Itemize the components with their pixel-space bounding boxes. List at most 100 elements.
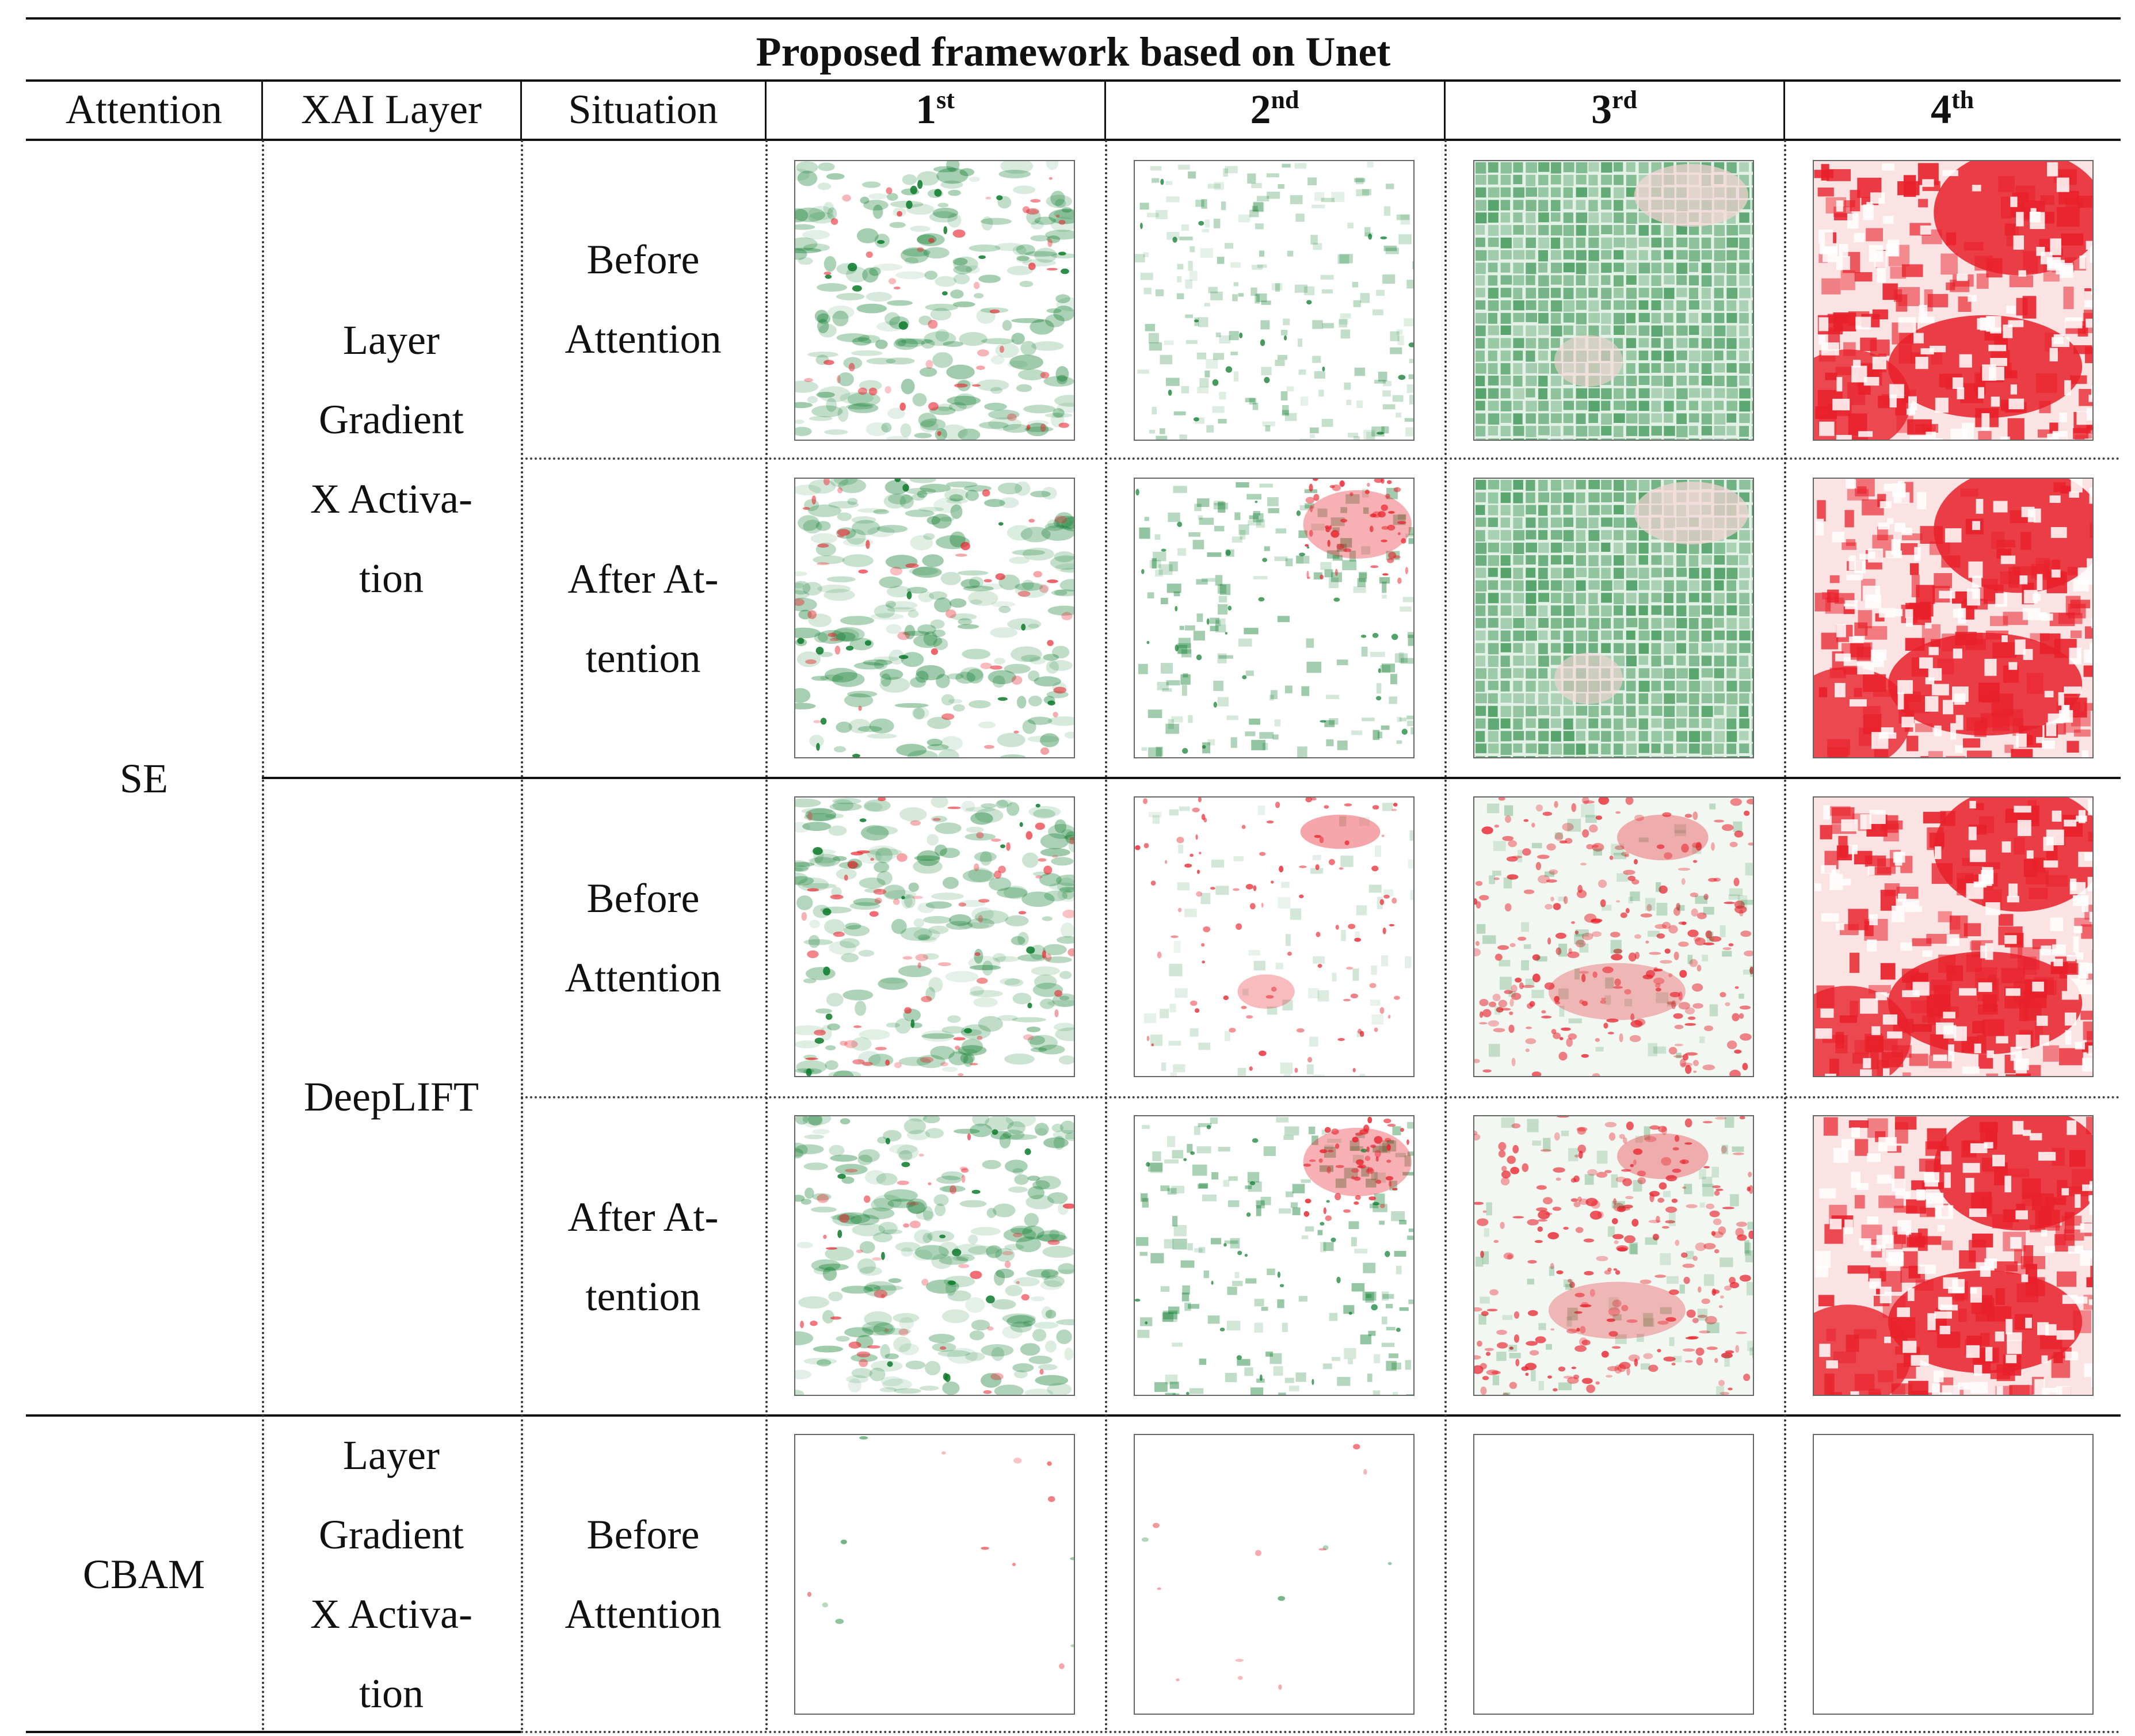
attribution-block xyxy=(1312,1074,1325,1076)
attribution-block xyxy=(1676,718,1687,728)
attribution-speck xyxy=(1628,952,1637,962)
building-footprint xyxy=(2050,917,2063,931)
attribution-block xyxy=(1601,492,1612,502)
attribution-block xyxy=(1722,951,1732,957)
attribution-block xyxy=(1714,580,1724,591)
attribution-speck xyxy=(1600,999,1606,1004)
attribution-speck xyxy=(1474,1355,1481,1360)
attribution-speck xyxy=(816,391,835,398)
attribution-block xyxy=(1538,681,1550,692)
attribution-block xyxy=(1538,693,1549,705)
attribution-block xyxy=(1475,187,1486,198)
building-footprint xyxy=(2088,799,2092,815)
attribution-block xyxy=(1576,212,1588,223)
attribution-speck xyxy=(1065,521,1074,529)
building-footprint xyxy=(1846,570,1863,581)
attribution-block xyxy=(1979,1122,1999,1132)
attribution-speck xyxy=(1674,1043,1683,1047)
building-footprint xyxy=(1818,229,1833,244)
attribution-speck xyxy=(925,303,958,311)
attribution-block xyxy=(1213,681,1223,691)
attribution-block xyxy=(1563,174,1574,186)
attribution-block xyxy=(1739,593,1749,605)
attribution-speck xyxy=(1607,1366,1619,1371)
attribution-block xyxy=(1664,756,1673,757)
attribution-speck xyxy=(1748,1230,1753,1239)
attribution-block xyxy=(1190,246,1195,253)
attribution-block xyxy=(1614,555,1625,566)
attribution-block xyxy=(1563,388,1573,399)
attribution-speck xyxy=(1692,1318,1699,1323)
attribution-speck xyxy=(1021,579,1034,590)
attribution-block xyxy=(1513,655,1524,666)
attribution-block xyxy=(1823,1117,1838,1136)
attribution-block xyxy=(1188,715,1193,723)
attribution-block xyxy=(1167,1188,1177,1195)
attribution-map xyxy=(794,1434,1075,1715)
attribution-block xyxy=(1178,165,1190,170)
building-footprint xyxy=(2073,926,2083,933)
attribution-block xyxy=(1482,1251,1489,1265)
attribution-speck xyxy=(863,802,883,812)
attribution-block xyxy=(1408,635,1413,646)
attribution-speck xyxy=(815,647,824,655)
attribution-block xyxy=(1581,804,1595,818)
attribution-speck xyxy=(836,1336,850,1342)
attribution-speck xyxy=(1310,505,1313,513)
attribution-block xyxy=(1168,1306,1180,1314)
attribution-block xyxy=(1207,1315,1220,1324)
building-footprint xyxy=(1958,1382,1972,1390)
attribution-speck xyxy=(818,1264,849,1270)
attribution-block xyxy=(1588,705,1599,718)
attribution-speck xyxy=(825,274,832,279)
attribution-block xyxy=(1500,400,1512,411)
attribution-speck xyxy=(1391,1188,1398,1191)
attribution-speck xyxy=(954,1243,988,1256)
building-footprint xyxy=(1969,800,1976,809)
attribution-block xyxy=(1614,643,1624,654)
building-footprint xyxy=(2067,975,2080,991)
attribution-block xyxy=(1938,911,1952,922)
attribution-speck xyxy=(1236,1355,1242,1360)
attribution-block xyxy=(1588,718,1599,728)
attribution-block xyxy=(1500,275,1512,285)
attribution-block xyxy=(1651,643,1661,655)
attribution-speck xyxy=(1346,966,1354,970)
attribution-block xyxy=(1198,1184,1208,1189)
attribution-speck xyxy=(899,494,914,509)
attribution-speck xyxy=(941,1451,946,1455)
attribution-speck xyxy=(1743,1373,1751,1382)
attribution-speck xyxy=(1381,504,1388,511)
attribution-block xyxy=(1626,300,1637,310)
building-footprint xyxy=(1935,1207,1942,1218)
attribution-speck xyxy=(1054,990,1063,997)
attribution-block xyxy=(1688,593,1699,602)
attribution-block xyxy=(1294,163,1307,169)
attribution-speck xyxy=(828,825,847,836)
attribution-block xyxy=(1227,1287,1237,1295)
attribution-block xyxy=(1475,530,1485,542)
attribution-speck xyxy=(946,481,978,488)
attribution-block xyxy=(1353,586,1366,593)
attribution-speck xyxy=(1379,899,1385,905)
attribution-block xyxy=(1370,651,1385,657)
attribution-block xyxy=(1900,543,1918,555)
attribution-block xyxy=(1628,896,1633,903)
attribution-speck xyxy=(829,1144,845,1157)
attribution-block xyxy=(1854,688,1862,697)
attribution-block xyxy=(1643,1313,1653,1327)
attribution-block xyxy=(1676,605,1687,617)
attribution-speck xyxy=(998,865,1006,873)
attribution-block xyxy=(1752,288,1753,297)
attribution-speck xyxy=(966,669,983,684)
attribution-block xyxy=(1513,479,1523,490)
attribution-speck xyxy=(1048,824,1074,839)
attribution-block xyxy=(1726,426,1736,436)
attribution-block xyxy=(1201,199,1207,209)
attribution-block xyxy=(1664,325,1674,336)
attribution-speck xyxy=(1634,934,1642,939)
attribution-speck xyxy=(840,938,860,948)
attribution-block xyxy=(1601,530,1612,540)
attribution-speck xyxy=(941,291,948,296)
attribution-block xyxy=(2023,859,2037,877)
